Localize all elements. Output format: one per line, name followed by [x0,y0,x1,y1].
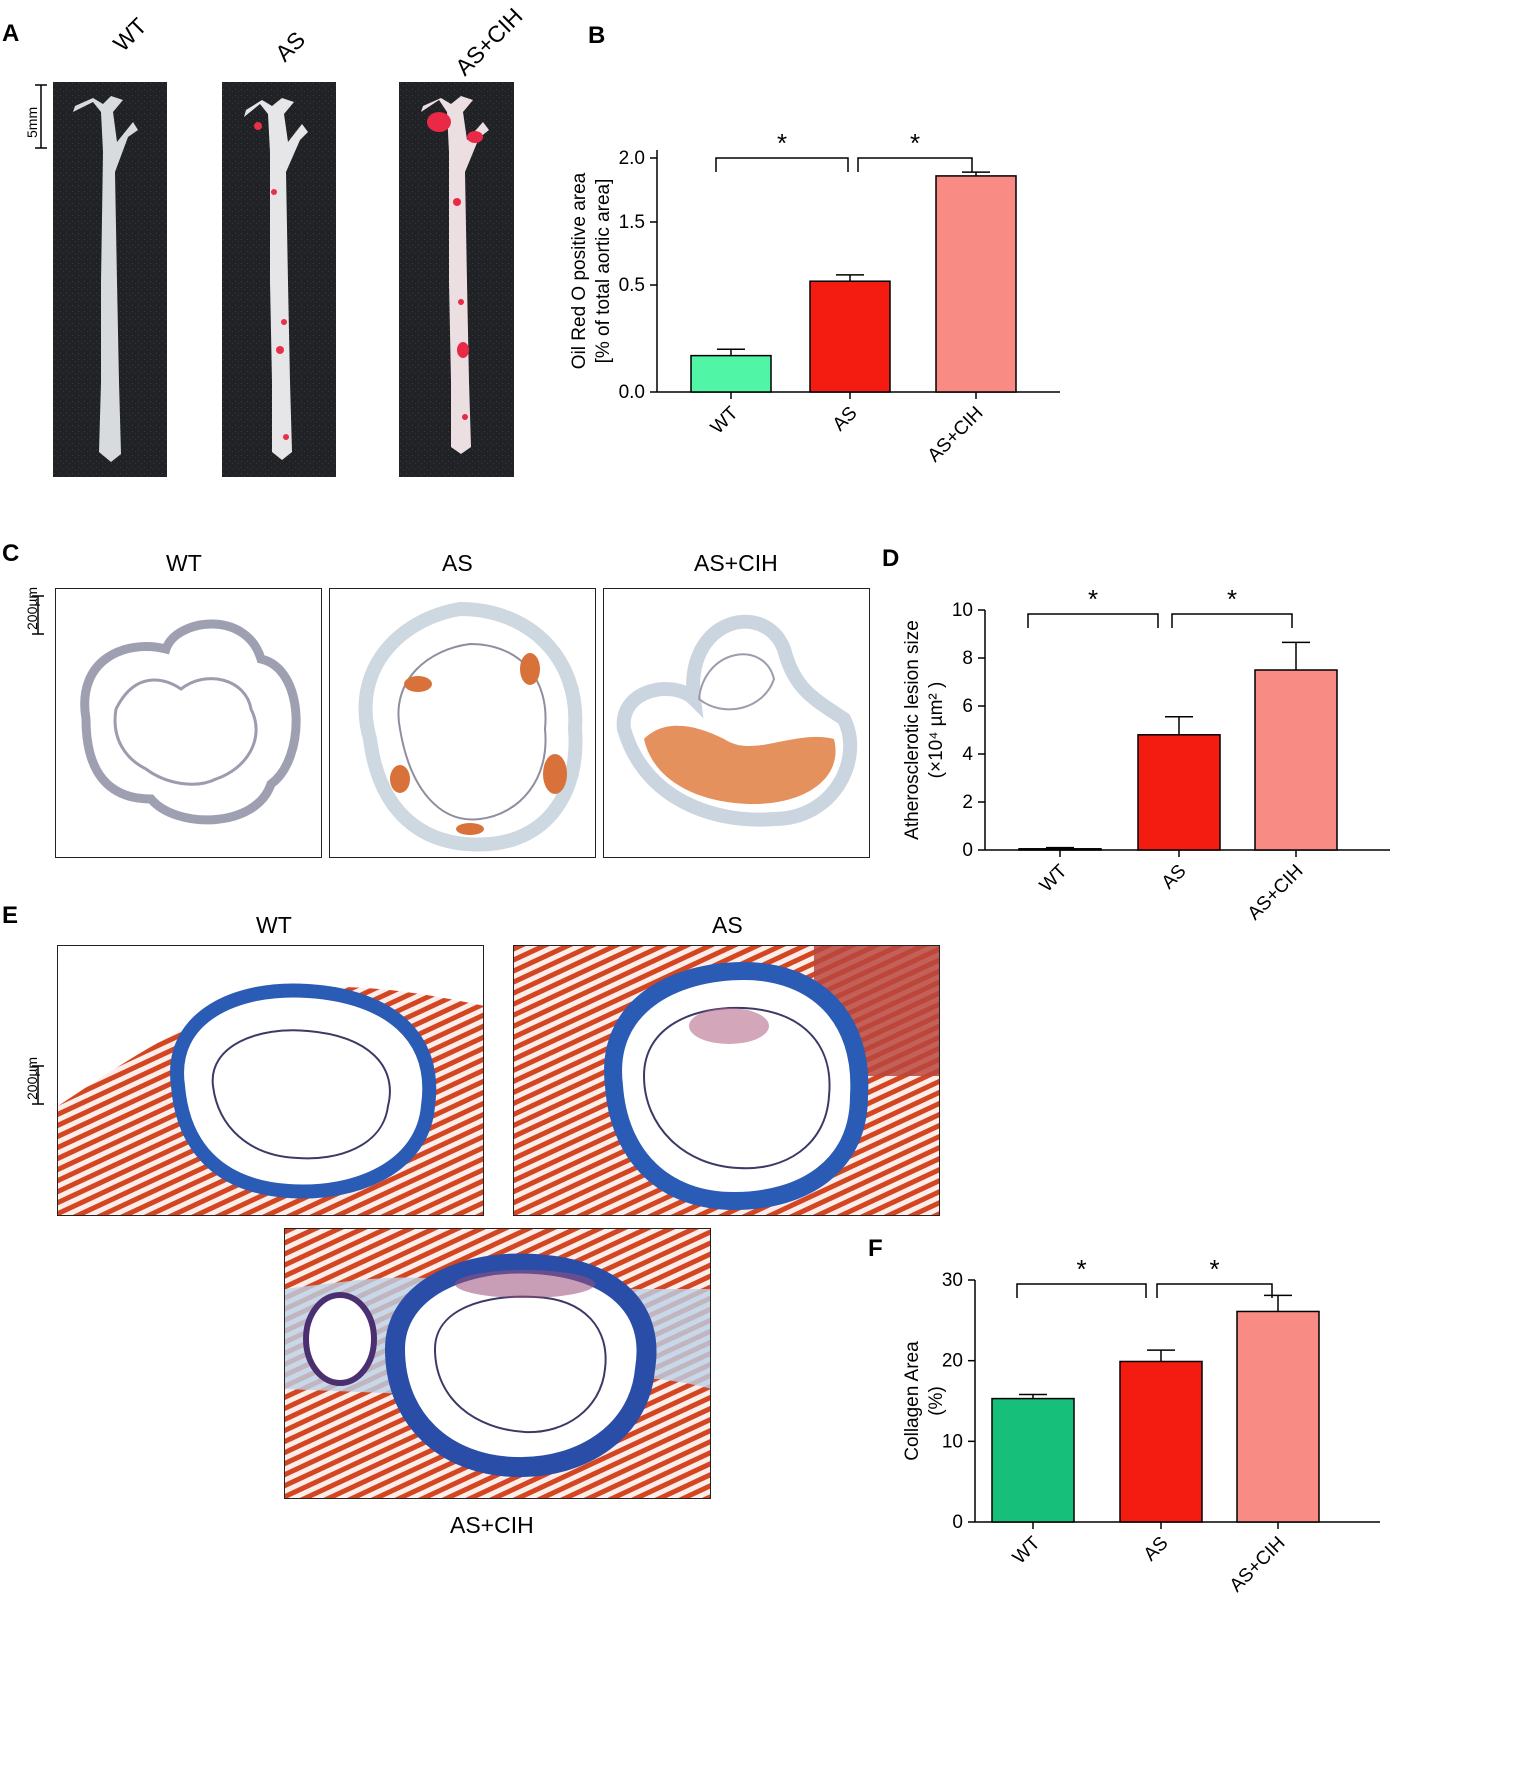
chart-d-y-tick-label: 4 [962,744,973,765]
panel-e-scale-text: 200µm [24,1056,40,1100]
trichrome-image-wt [57,945,484,1216]
panel-e-scale-bar [32,1065,44,1105]
chart-d-y-tick-label: 2 [962,792,973,813]
panel-e-label-wt: WT [256,912,292,938]
trichrome-image-ascih [284,1228,711,1499]
panel-c-scale-bar [32,595,44,635]
panel-label-f: F [868,1235,883,1262]
chart-b-y-tick-label: 2.0 [619,148,645,169]
panel-label-d: D [882,545,900,572]
panel-a-scale-bar [35,84,47,149]
panel-label-b: B [588,22,606,49]
chart-b-x-tick-label: WT [707,402,743,438]
chart-f-y-tick-label: 0 [952,1512,963,1533]
chart-b-sig-bracket-1 [857,157,973,172]
chart-d-sig-star-0: * [1088,584,1098,614]
chart-d-ylabel-line2: (×10⁴ µm² ) [926,682,947,779]
chart-d-x-tick-label: AS+CIH [1244,861,1308,925]
chart-b-sig-star-1: * [910,128,920,158]
chart-f-ylabel-line1: Collagen Area [902,1341,923,1461]
chart-f-sig-star-1: * [1209,1254,1219,1284]
panel-c-scale-text: 200µm [24,586,40,630]
chart-f-ylabel-line2: (%) [926,1386,947,1416]
chart-b-bar-0 [690,354,772,393]
chart-b-y-tick-label: 0.5 [619,275,645,296]
panel-c-label-wt: WT [166,550,202,576]
section-image-c-ascih [603,588,870,858]
chart-d-sig-bracket-0 [1027,613,1159,628]
panel-e-label-ascih: AS+CIH [450,1512,534,1538]
chart-b-ylabel-line2: [% of total aortic area] [593,179,614,364]
chart-f-y-tick-label: 30 [942,1270,963,1291]
aorta-photo-wt [53,82,167,477]
section-image-c-wt [55,588,322,858]
panel-e-label-as: AS [712,912,743,938]
chart-d-sig-star-1: * [1227,584,1237,614]
chart-f-sig-bracket-0 [1016,1283,1147,1298]
aorta-photo-as [222,82,336,477]
chart-b-sig-star-0: * [777,128,787,158]
chart-f-bar-1 [1119,1360,1203,1523]
panel-c-label-ascih: AS+CIH [694,550,778,576]
panel-a-label-as: AS [270,26,311,67]
panel-label-e: E [2,902,19,929]
chart-b-bar-2 [935,175,1017,393]
panel-a-label-wt: WT [108,12,152,57]
chart-d-bar-2 [1254,669,1338,851]
chart-f-y-tick-label: 20 [942,1351,963,1372]
panel-a-label-ascih: AS+CIH [450,2,528,81]
chart-f-x-tick-label: WT [1009,1532,1045,1568]
chart-d-bar-0 [1018,848,1102,851]
chart-d-x-tick-label: AS [1158,861,1191,894]
chart-f-bar-0 [991,1397,1075,1523]
chart-d-y-tick-label: 0 [962,840,973,861]
aorta-photo-ascih [399,82,514,477]
chart-b-y-tick-label: 0.0 [619,382,645,403]
chart-d-sig-bracket-1 [1171,613,1293,628]
panel-label-c: C [2,540,20,567]
chart-b-x-tick-label: AS [829,403,862,436]
chart-f-x-tick-label: AS [1140,1533,1173,1566]
chart-d-y-tick-label: 10 [952,600,973,621]
chart-f-bar-2 [1236,1310,1320,1523]
section-image-c-as [329,588,596,858]
chart-d-y-tick-label: 8 [962,648,973,669]
chart-f-y-tick-label: 10 [942,1431,963,1452]
chart-b-y-tick-label: 1.5 [619,212,645,233]
chart-f-x-tick-label: AS+CIH [1226,1533,1290,1595]
chart-d-x-tick-label: WT [1036,860,1072,896]
chart-b: 0.0 0.5 1.5 2.0 WT AS AS+CIH * * Oil Red O positi… [569,128,1060,467]
chart-f-sig-bracket-1 [1156,1283,1273,1298]
panel-c-label-as: AS [442,550,473,576]
chart-b-ylabel-line1: Oil Red O positive area [569,172,590,369]
trichrome-image-as [513,945,940,1216]
chart-d-ylabel-line1: Atherosclerotic lesion size [902,620,923,840]
chart-d: 0 2 4 6 8 10 WT AS AS+CIH * * Atherosclerotic lesio… [902,584,1390,925]
chart-f: 0 10 20 30 WT AS AS+CIH * * Collagen Area (%) [902,1254,1380,1595]
chart-d-bar-1 [1137,734,1221,851]
panel-label-a: A [2,20,20,47]
chart-b-bar-1 [809,280,891,393]
chart-b-sig-bracket-0 [715,157,849,172]
panel-a-scale-text: 5mm [24,106,40,138]
chart-b-x-tick-label: AS+CIH [924,403,988,467]
chart-d-y-tick-label: 6 [962,696,973,717]
chart-f-sig-star-0: * [1076,1254,1086,1284]
